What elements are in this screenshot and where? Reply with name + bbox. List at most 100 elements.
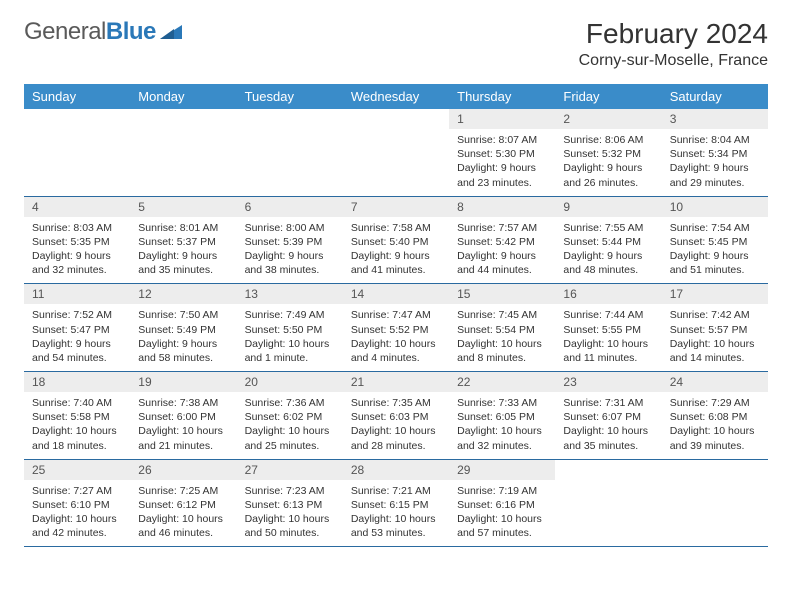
sunset-line: Sunset: 5:40 PM <box>351 235 441 249</box>
daylight-line: and 41 minutes. <box>351 263 441 277</box>
day-data-cell: Sunrise: 7:36 AMSunset: 6:02 PMDaylight:… <box>237 392 343 459</box>
day-number-cell: 20 <box>237 372 343 393</box>
weekday-header: Wednesday <box>343 84 449 109</box>
sunset-line: Sunset: 5:35 PM <box>32 235 122 249</box>
daylight-line: and 18 minutes. <box>32 439 122 453</box>
sunrise-line: Sunrise: 7:54 AM <box>670 221 760 235</box>
sunrise-line: Sunrise: 7:58 AM <box>351 221 441 235</box>
month-title: February 2024 <box>579 18 768 50</box>
day-number: 5 <box>138 200 145 214</box>
day-number-row: 18192021222324 <box>24 372 768 393</box>
day-data-cell: Sunrise: 7:47 AMSunset: 5:52 PMDaylight:… <box>343 304 449 371</box>
daylight-line: and 48 minutes. <box>563 263 653 277</box>
sunset-line: Sunset: 5:45 PM <box>670 235 760 249</box>
day-number-cell: 3 <box>662 109 768 129</box>
daylight-line: Daylight: 10 hours <box>670 337 760 351</box>
sunrise-line: Sunrise: 7:35 AM <box>351 396 441 410</box>
day-data-cell: Sunrise: 8:00 AMSunset: 5:39 PMDaylight:… <box>237 217 343 284</box>
sunset-line: Sunset: 5:32 PM <box>563 147 653 161</box>
day-data-row: Sunrise: 8:07 AMSunset: 5:30 PM Daylight:… <box>24 129 768 196</box>
day-number-cell: 25 <box>24 459 130 480</box>
day-number-cell: 26 <box>130 459 236 480</box>
day-number-cell: 22 <box>449 372 555 393</box>
daylight-line: and 4 minutes. <box>351 351 441 365</box>
sunset-line: Sunset: 6:00 PM <box>138 410 228 424</box>
day-data-cell <box>237 129 343 196</box>
sunset-line: Sunset: 5:39 PM <box>245 235 335 249</box>
daylight-line: Daylight: 10 hours <box>351 337 441 351</box>
sunrise-line: Sunrise: 8:00 AM <box>245 221 335 235</box>
day-number: 26 <box>138 463 151 477</box>
day-data-cell: Sunrise: 8:04 AMSunset: 5:34 PMDaylight:… <box>662 129 768 196</box>
daylight-line: Daylight: 10 hours <box>670 424 760 438</box>
day-number-row: 25 26 27 28 29 <box>24 459 768 480</box>
day-number-cell: 14 <box>343 284 449 305</box>
day-number-cell: 17 <box>662 284 768 305</box>
day-number: 4 <box>32 200 39 214</box>
day-number: 29 <box>457 463 470 477</box>
sunrise-line: Sunrise: 7:42 AM <box>670 308 760 322</box>
day-number: 2 <box>563 112 570 126</box>
day-data-cell <box>555 480 661 547</box>
sunrise-line: Sunrise: 7:25 AM <box>138 484 228 498</box>
day-number: 14 <box>351 287 364 301</box>
day-number: 22 <box>457 375 470 389</box>
day-data-cell: Sunrise: 7:21 AMSunset: 6:15 PMDaylight:… <box>343 480 449 547</box>
day-number-cell: 12 <box>130 284 236 305</box>
brand-text: GeneralBlue <box>24 18 156 46</box>
day-data-cell: Sunrise: 7:19 AMSunset: 6:16 PMDaylight:… <box>449 480 555 547</box>
weekday-header: Friday <box>555 84 661 109</box>
daylight-line: Daylight: 9 hours <box>245 249 335 263</box>
daylight-line: and 42 minutes. <box>32 526 122 540</box>
daylight-line: Daylight: 10 hours <box>32 512 122 526</box>
day-number-row: 45678910 <box>24 196 768 217</box>
sunrise-line: Sunrise: 7:44 AM <box>563 308 653 322</box>
day-data-cell: Sunrise: 8:07 AMSunset: 5:30 PMDaylight:… <box>449 129 555 196</box>
day-number: 20 <box>245 375 258 389</box>
daylight-line: and 28 minutes. <box>351 439 441 453</box>
day-number: 7 <box>351 200 358 214</box>
daylight-line: Daylight: 9 hours <box>670 249 760 263</box>
location-label: Corny-sur-Moselle, France <box>579 52 768 70</box>
daylight-line: Daylight: 9 hours <box>351 249 441 263</box>
day-data-cell: Sunrise: 7:42 AMSunset: 5:57 PMDaylight:… <box>662 304 768 371</box>
sunrise-line: Sunrise: 7:45 AM <box>457 308 547 322</box>
daylight-line: Daylight: 10 hours <box>457 512 547 526</box>
sunset-line: Sunset: 5:30 PM <box>457 147 547 161</box>
sunset-line: Sunset: 6:08 PM <box>670 410 760 424</box>
daylight-line: and 25 minutes. <box>245 439 335 453</box>
daylight-line: Daylight: 10 hours <box>563 424 653 438</box>
sunset-line: Sunset: 5:57 PM <box>670 323 760 337</box>
daylight-line: and 35 minutes. <box>563 439 653 453</box>
daylight-line: Daylight: 10 hours <box>245 424 335 438</box>
day-number-cell: 11 <box>24 284 130 305</box>
sunrise-line: Sunrise: 8:07 AM <box>457 133 547 147</box>
day-number: 13 <box>245 287 258 301</box>
sunset-line: Sunset: 5:50 PM <box>245 323 335 337</box>
day-number-cell: 24 <box>662 372 768 393</box>
sunrise-line: Sunrise: 8:01 AM <box>138 221 228 235</box>
brand-part1: General <box>24 18 106 45</box>
daylight-line: Daylight: 10 hours <box>351 512 441 526</box>
daylight-line: Daylight: 10 hours <box>138 512 228 526</box>
day-data-cell: Sunrise: 7:35 AMSunset: 6:03 PMDaylight:… <box>343 392 449 459</box>
sunrise-line: Sunrise: 8:04 AM <box>670 133 760 147</box>
day-data-row: Sunrise: 7:52 AMSunset: 5:47 PMDaylight:… <box>24 304 768 371</box>
sunset-line: Sunset: 6:12 PM <box>138 498 228 512</box>
day-data-cell: Sunrise: 7:54 AMSunset: 5:45 PMDaylight:… <box>662 217 768 284</box>
sunset-line: Sunset: 6:16 PM <box>457 498 547 512</box>
sunrise-line: Sunrise: 7:23 AM <box>245 484 335 498</box>
day-data-cell: Sunrise: 7:31 AMSunset: 6:07 PMDaylight:… <box>555 392 661 459</box>
sunrise-line: Sunrise: 7:49 AM <box>245 308 335 322</box>
day-data-cell: Sunrise: 7:44 AMSunset: 5:55 PMDaylight:… <box>555 304 661 371</box>
day-number-cell <box>662 459 768 480</box>
day-number-cell: 27 <box>237 459 343 480</box>
day-number: 28 <box>351 463 364 477</box>
day-data-cell: Sunrise: 7:40 AMSunset: 5:58 PMDaylight:… <box>24 392 130 459</box>
day-number-cell: 4 <box>24 196 130 217</box>
day-number: 18 <box>32 375 45 389</box>
weekday-header: Sunday <box>24 84 130 109</box>
day-number-cell: 1 <box>449 109 555 129</box>
daylight-line: Daylight: 9 hours <box>563 161 653 175</box>
day-data-cell: Sunrise: 8:01 AMSunset: 5:37 PMDaylight:… <box>130 217 236 284</box>
